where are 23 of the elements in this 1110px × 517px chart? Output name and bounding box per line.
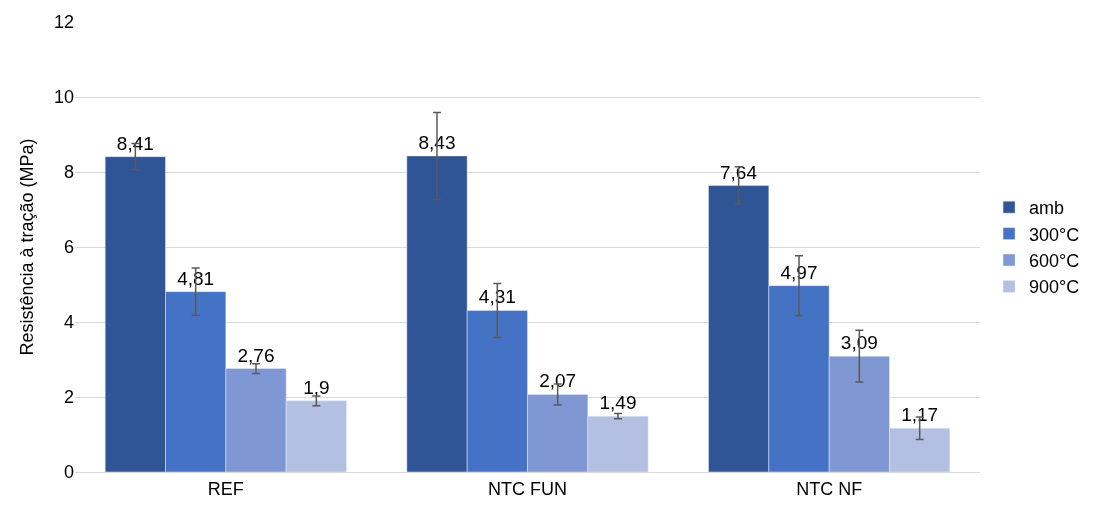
data-label: 8,43 bbox=[418, 131, 456, 153]
x-tick-label: NTC FUN bbox=[488, 478, 567, 499]
legend-label: 600°C bbox=[1029, 251, 1080, 272]
legend-label: 900°C bbox=[1029, 277, 1080, 298]
y-axis-title: Resistência à tração (MPa) bbox=[17, 138, 38, 356]
y-tick-label: 10 bbox=[53, 87, 74, 108]
data-label: 2,76 bbox=[237, 344, 275, 366]
y-tick-label: 0 bbox=[63, 462, 74, 483]
x-tick-label: REF bbox=[207, 478, 244, 499]
data-label: 1,17 bbox=[901, 404, 939, 426]
y-tick-label: 8 bbox=[63, 162, 74, 183]
y-tick-label: 4 bbox=[63, 312, 74, 333]
data-label: 4,97 bbox=[780, 261, 818, 283]
y-tick-label: 12 bbox=[53, 12, 74, 33]
y-tick-label: 2 bbox=[63, 387, 74, 408]
legend-label: amb bbox=[1029, 198, 1065, 219]
x-tick-label: NTC NF bbox=[796, 478, 863, 499]
data-label: 8,41 bbox=[116, 132, 154, 154]
data-label: 2,07 bbox=[539, 370, 577, 392]
legend-label: 300°C bbox=[1029, 224, 1080, 245]
y-tick-label: 6 bbox=[63, 237, 74, 258]
data-label: 1,49 bbox=[599, 392, 637, 414]
data-label: 1,9 bbox=[303, 376, 330, 398]
